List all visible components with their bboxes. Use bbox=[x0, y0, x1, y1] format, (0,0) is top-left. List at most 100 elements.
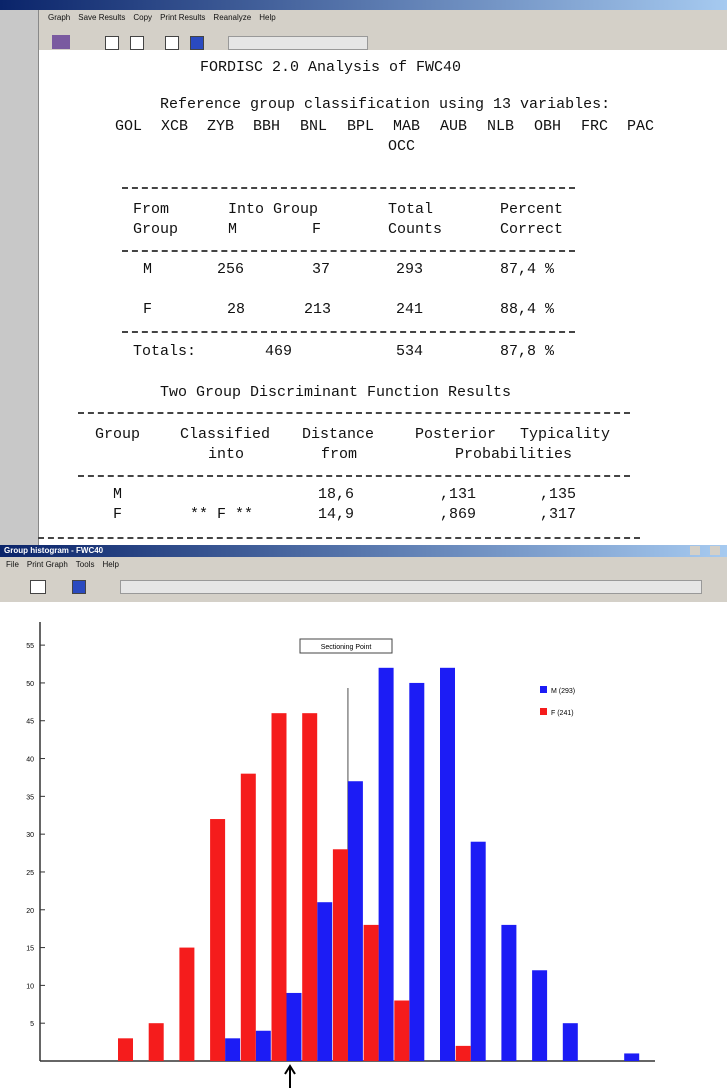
input-field[interactable] bbox=[228, 36, 368, 50]
menu-item[interactable]: Tools bbox=[76, 559, 95, 571]
column-header: Counts bbox=[388, 221, 442, 239]
table-cell: ** F ** bbox=[190, 506, 253, 524]
bar bbox=[379, 668, 394, 1061]
y-tick-label: 45 bbox=[26, 719, 34, 726]
tool-icon[interactable] bbox=[105, 36, 119, 50]
legend-swatch bbox=[540, 708, 547, 715]
input-field[interactable] bbox=[120, 580, 702, 594]
menu-item[interactable]: Help bbox=[259, 12, 275, 24]
tool-icon[interactable] bbox=[165, 36, 179, 50]
table-cell: 213 bbox=[304, 301, 331, 319]
separator bbox=[78, 475, 630, 477]
page: {"report_window":{ "menu":["Graph","Save… bbox=[0, 0, 727, 1091]
bar bbox=[501, 925, 516, 1061]
totals-cell: Totals: bbox=[133, 343, 196, 361]
table-cell: 14,9 bbox=[318, 506, 354, 524]
report-area bbox=[39, 50, 727, 545]
tool-icon[interactable] bbox=[30, 580, 46, 594]
variable: PAC bbox=[627, 118, 654, 136]
legend-swatch bbox=[540, 686, 547, 693]
results-title: Two Group Discriminant Function Results bbox=[160, 384, 511, 402]
bar bbox=[394, 1001, 409, 1061]
table-cell: ,135 bbox=[540, 486, 576, 504]
tool-icon[interactable] bbox=[130, 36, 144, 50]
column-header: Group bbox=[133, 221, 178, 239]
variable: BPL bbox=[347, 118, 374, 136]
table-cell: 88,4 % bbox=[500, 301, 554, 319]
legend-label: F (241) bbox=[551, 710, 574, 717]
sectioning-arrow bbox=[285, 1066, 295, 1088]
report-subtitle: Reference group classification using 13 … bbox=[160, 96, 610, 114]
table-cell: ,131 bbox=[440, 486, 476, 504]
variable: XCB bbox=[161, 118, 188, 136]
annotation: Sectioning Point bbox=[321, 644, 372, 651]
table-cell: 87,4 % bbox=[500, 261, 554, 279]
bar bbox=[272, 713, 287, 1061]
menu-bar: Graph Save Results Copy Print Results Reanal… bbox=[48, 12, 276, 24]
bar bbox=[149, 1023, 164, 1061]
table-cell: F bbox=[113, 506, 122, 524]
title-bar bbox=[0, 0, 727, 10]
title-bar: Group histogram - FWC40 bbox=[0, 545, 727, 557]
column-header: from bbox=[321, 446, 357, 464]
column-header: Probabilities bbox=[455, 446, 572, 464]
tool-icon[interactable] bbox=[52, 35, 70, 49]
column-header: into bbox=[208, 446, 244, 464]
column-header: Group bbox=[95, 426, 140, 444]
menu-item[interactable]: Copy bbox=[133, 12, 152, 24]
menu-item[interactable]: Reanalyze bbox=[213, 12, 251, 24]
column-header: M bbox=[228, 221, 237, 239]
minimize-button[interactable] bbox=[690, 546, 700, 555]
table-cell: 28 bbox=[227, 301, 245, 319]
legend-label: M (293) bbox=[551, 688, 575, 695]
variable: AUB bbox=[440, 118, 467, 136]
bar bbox=[563, 1023, 578, 1061]
y-tick-label: 5 bbox=[30, 1021, 34, 1028]
menu-item[interactable]: File bbox=[6, 559, 19, 571]
menu-item[interactable]: Print Results bbox=[160, 12, 205, 24]
y-tick-label: 15 bbox=[26, 946, 34, 953]
report-title: FORDISC 2.0 Analysis of FWC40 bbox=[200, 59, 461, 77]
y-tick-label: 25 bbox=[26, 870, 34, 877]
variable: MAB bbox=[393, 118, 420, 136]
table-cell: M bbox=[113, 486, 122, 504]
column-header: F bbox=[312, 221, 321, 239]
bar bbox=[287, 993, 302, 1061]
table-cell: M bbox=[143, 261, 152, 279]
table-cell: ,869 bbox=[440, 506, 476, 524]
y-tick-label: 20 bbox=[26, 908, 34, 915]
menu-item[interactable]: Save Results bbox=[78, 12, 125, 24]
tool-icon[interactable] bbox=[72, 580, 86, 594]
variable: BBH bbox=[253, 118, 280, 136]
table-cell: 241 bbox=[396, 301, 423, 319]
column-header: Total bbox=[388, 201, 433, 219]
column-header: Classified bbox=[180, 426, 270, 444]
menu-item[interactable]: Print Graph bbox=[27, 559, 68, 571]
tool-icon[interactable] bbox=[190, 36, 204, 50]
column-header: From bbox=[133, 201, 169, 219]
menu-item[interactable]: Help bbox=[102, 559, 118, 571]
variable: GOL bbox=[115, 118, 142, 136]
close-button[interactable] bbox=[710, 546, 720, 555]
bar bbox=[256, 1031, 271, 1061]
table-cell: 37 bbox=[312, 261, 330, 279]
bar bbox=[532, 970, 547, 1061]
table-cell: 256 bbox=[217, 261, 244, 279]
bar bbox=[409, 683, 424, 1061]
bar bbox=[302, 713, 317, 1061]
separator bbox=[122, 331, 575, 333]
totals-cell: 469 bbox=[265, 343, 292, 361]
bar bbox=[241, 774, 256, 1061]
separator bbox=[78, 412, 630, 414]
bar bbox=[440, 668, 455, 1061]
column-header: Posterior bbox=[415, 426, 496, 444]
variable: ZYB bbox=[207, 118, 234, 136]
bar bbox=[471, 842, 486, 1061]
table-cell: 18,6 bbox=[318, 486, 354, 504]
bar bbox=[179, 948, 194, 1061]
column-header: Correct bbox=[500, 221, 563, 239]
totals-cell: 534 bbox=[396, 343, 423, 361]
bar bbox=[348, 781, 363, 1061]
menu-item[interactable]: Graph bbox=[48, 12, 70, 24]
variable: OBH bbox=[534, 118, 561, 136]
